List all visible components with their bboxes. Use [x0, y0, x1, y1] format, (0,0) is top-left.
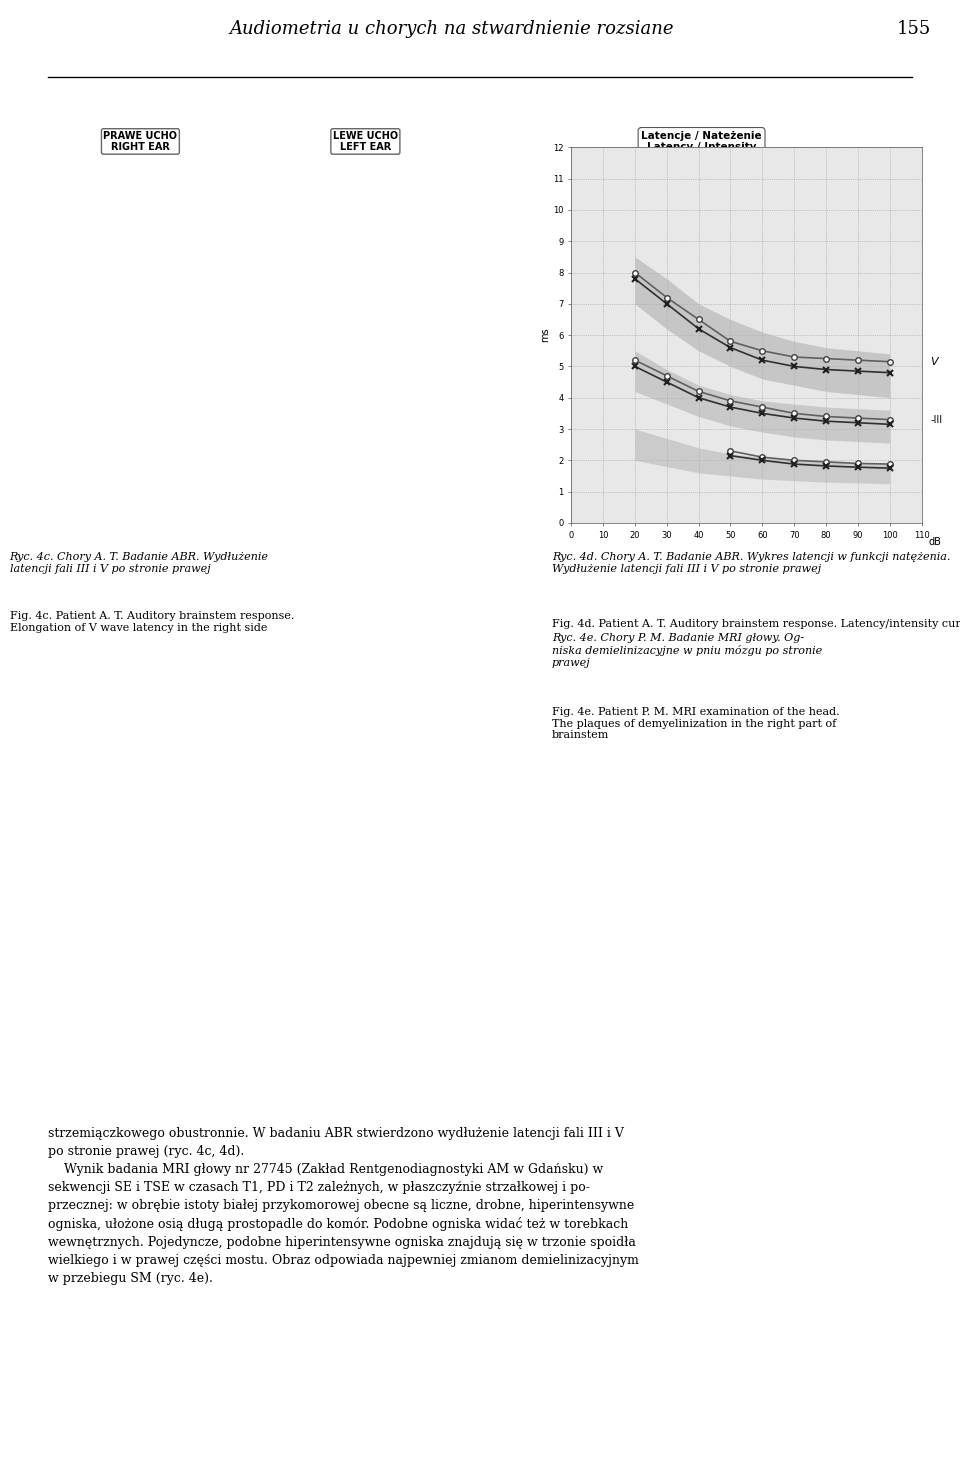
Text: LEWE UCHO
LEFT EAR: LEWE UCHO LEFT EAR	[333, 131, 398, 152]
Text: o   UP (RE)
x   UL (LE): o UP (RE) x UL (LE)	[847, 174, 912, 194]
Text: strzemiączkowego obustronnie. W badaniu ABR stwierdzono wydłużenie latencji fali: strzemiączkowego obustronnie. W badaniu …	[48, 1127, 638, 1286]
Y-axis label: ms: ms	[540, 328, 550, 342]
Text: -III: -III	[930, 414, 943, 424]
Text: Latencje / Nateżenie
Latency / Intensity: Latencje / Nateżenie Latency / Intensity	[641, 131, 762, 152]
Text: dB: dB	[928, 538, 942, 548]
Text: Ec 2: Ec 2	[36, 784, 71, 798]
Text: SE/M: SE/M	[36, 689, 78, 704]
Text: Fig. 4c. Patient A. T. Auditory brainstem response.
Elongation of V wave latency: Fig. 4c. Patient A. T. Auditory brainste…	[10, 611, 294, 633]
Text: 5 cm: 5 cm	[282, 1040, 313, 1052]
Text: Ryc. 4c. Chory A. T. Badanie ABR. Wydłużenie
latencji fali III i V po stronie pr: Ryc. 4c. Chory A. T. Badanie ABR. Wydłuż…	[10, 552, 269, 574]
Text: Fig. 4e. Patient P. M. MRI examination of the head.
The plaques of demyelinizati: Fig. 4e. Patient P. M. MRI examination o…	[552, 707, 840, 741]
Text: SL 5: SL 5	[36, 736, 72, 751]
Text: L: L	[464, 1015, 476, 1034]
Text: Ryc. 4e. Chory P. M. Badanie MRI głowy. Og-
niska demielinizacyjne w pniu mózgu : Ryc. 4e. Chory P. M. Badanie MRI głowy. …	[552, 633, 823, 667]
Text: PRAWE UCHO
RIGHT EAR: PRAWE UCHO RIGHT EAR	[104, 131, 178, 152]
Text: A: A	[290, 657, 305, 675]
Text: Ryc. 4d. Chory A. T. Badanie ABR. Wykres latencji w funkcji natężenia. Wydłużeni: Ryc. 4d. Chory A. T. Badanie ABR. Wykres…	[552, 552, 950, 574]
Text: Audiometria u chorych na stwardnienie rozsiane: Audiometria u chorych na stwardnienie ro…	[228, 21, 674, 38]
Text: 155: 155	[897, 21, 931, 38]
Text: V: V	[930, 356, 938, 367]
Text: Fig. 4d. Patient A. T. Auditory brainstem response. Latency/intensity curves. El: Fig. 4d. Patient A. T. Auditory brainste…	[552, 619, 960, 629]
Text: Sc 2: Sc 2	[36, 642, 72, 657]
